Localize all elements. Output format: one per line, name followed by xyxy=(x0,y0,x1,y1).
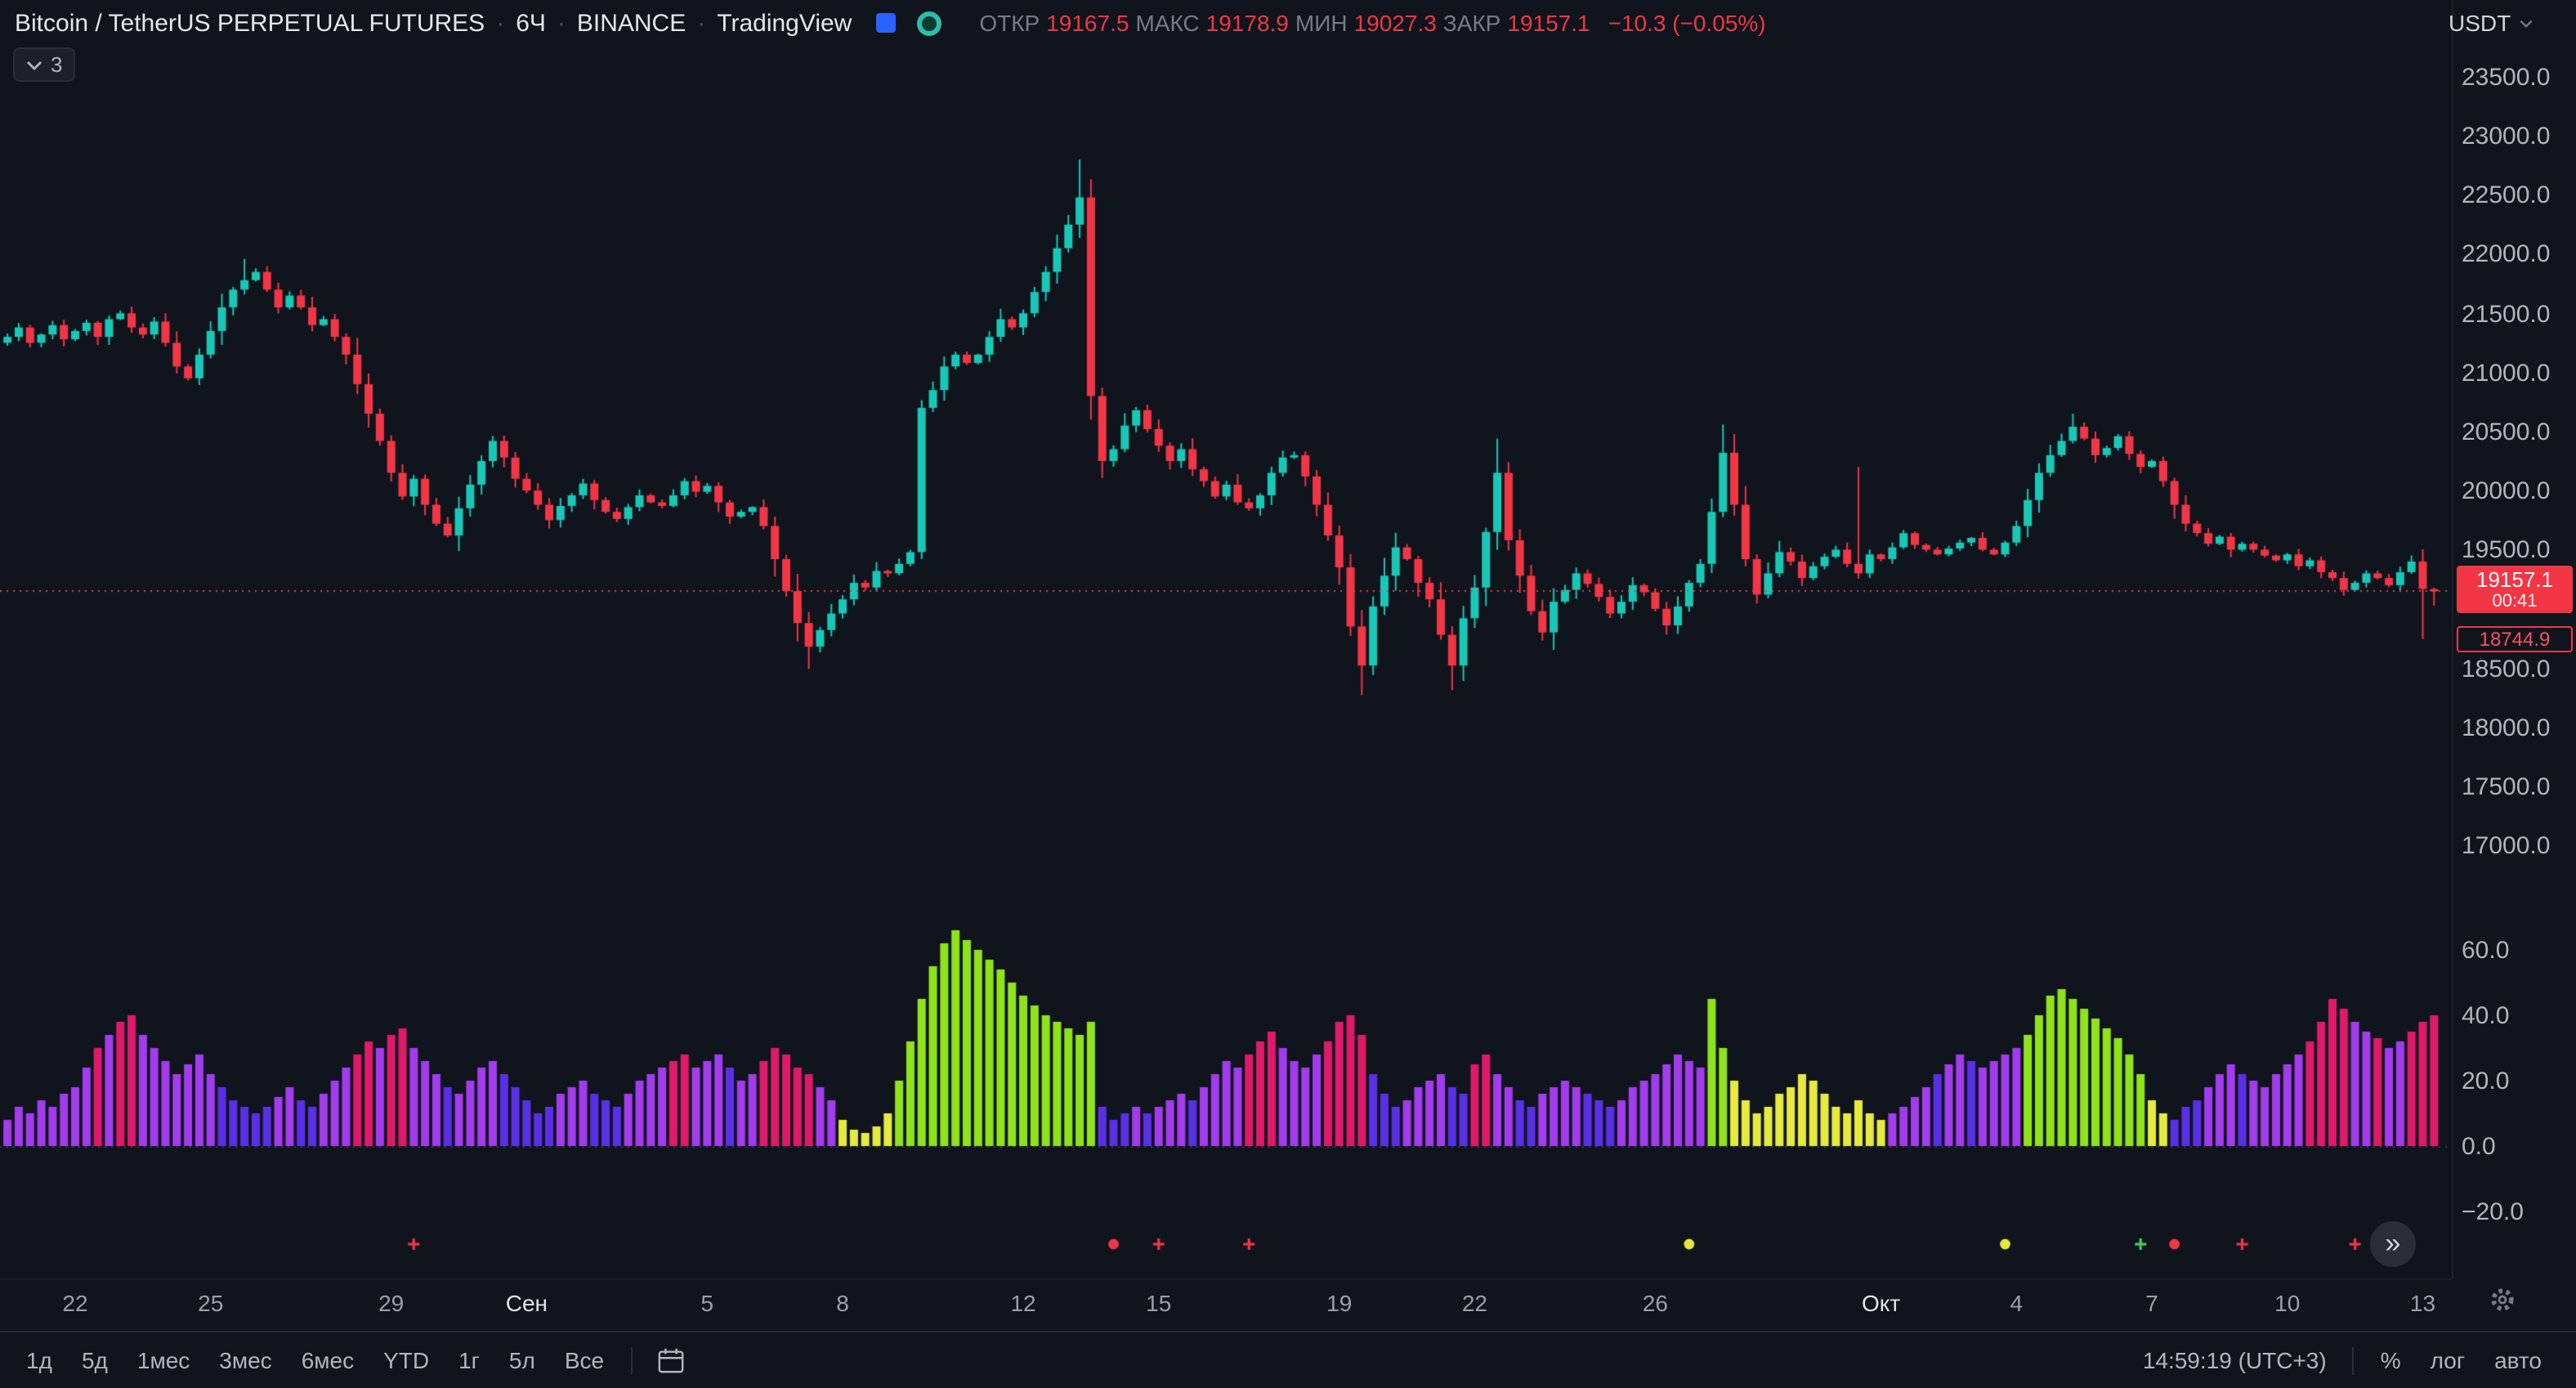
hist-tick-label: 40.0 xyxy=(2462,1002,2510,1030)
calendar-icon xyxy=(657,1347,683,1372)
toolbar-divider xyxy=(630,1346,633,1374)
time-tick-label: 15 xyxy=(1146,1290,1172,1316)
time-tick-label: 5 xyxy=(700,1290,714,1316)
chart-legend: Bitcoin / TetherUS PERPETUAL FUTURES · 6… xyxy=(0,0,2445,46)
range-6m[interactable]: 6мес xyxy=(301,1347,355,1373)
price-tick-label: 17500.0 xyxy=(2462,772,2551,801)
symbol-title[interactable]: Bitcoin / TetherUS PERPETUAL FUTURES xyxy=(15,9,485,37)
interval-label[interactable]: 6Ч xyxy=(516,9,546,37)
legend-separator: · xyxy=(557,9,566,37)
open-label: ОТКР xyxy=(979,10,1040,36)
chevron-down-icon xyxy=(27,60,42,69)
indicators-collapsed-pill[interactable]: 3 xyxy=(13,47,76,82)
change-value: −10.3 (−0.05%) xyxy=(1608,10,1766,36)
range-buttons: 1д 5д 1мес 3мес 6мес YTD 1г 5л Все xyxy=(0,1346,697,1374)
legend-separator: · xyxy=(697,9,706,37)
price-tick-label: 19500.0 xyxy=(2462,536,2551,565)
range-all[interactable]: Все xyxy=(564,1347,605,1373)
time-tick-label: 7 xyxy=(2145,1290,2158,1316)
time-tick-label: Окт xyxy=(1862,1290,1901,1316)
market-status-icon xyxy=(917,11,942,35)
time-tick-label: 10 xyxy=(2274,1290,2301,1316)
bar-countdown: 00:41 xyxy=(2492,592,2538,612)
time-axis[interactable]: 22 25 29 Сен 5 8 12 15 19 22 26 Окт 4 7 10 13 xyxy=(0,1278,2452,1334)
time-tick-label: 4 xyxy=(2010,1290,2024,1316)
time-tick-label: 8 xyxy=(836,1290,849,1316)
time-tick-label: 19 xyxy=(1326,1290,1353,1316)
last-price-label: 19157.1 00:41 xyxy=(2457,566,2573,614)
price-tick-label: 21500.0 xyxy=(2462,300,2551,329)
close-value: 19157.1 xyxy=(1507,10,1590,36)
price-chart-canvas[interactable] xyxy=(0,0,2452,1341)
toolbar-divider xyxy=(2352,1346,2355,1374)
hist-tick-label: −20.0 xyxy=(2462,1198,2524,1226)
currency-unit-menu[interactable]: USDT xyxy=(2435,0,2576,46)
time-tick-label: 25 xyxy=(198,1290,224,1316)
gear-icon xyxy=(2491,1288,2514,1311)
range-1m[interactable]: 1мес xyxy=(136,1347,190,1373)
price-axis[interactable]: 19157.1 00:41 18744.9 23500.0 23000.0 2250… xyxy=(2452,0,2576,1278)
time-tick-label: 26 xyxy=(1642,1290,1668,1316)
range-5y[interactable]: 5л xyxy=(508,1347,535,1373)
hist-tick-label: 0.0 xyxy=(2462,1133,2496,1161)
close-label: ЗАКР xyxy=(1442,10,1501,36)
price-tick-label: 22000.0 xyxy=(2462,240,2551,269)
time-tick-label: 22 xyxy=(62,1290,88,1316)
log-scale-button[interactable]: лог xyxy=(2430,1347,2466,1373)
price-tick-label: 20500.0 xyxy=(2462,418,2551,446)
high-label: МАКС xyxy=(1135,10,1200,36)
alert-price-label[interactable]: 18744.9 xyxy=(2457,625,2573,652)
last-price-value: 19157.1 xyxy=(2476,567,2553,593)
time-tick-label: 29 xyxy=(378,1290,405,1316)
indicators-count: 3 xyxy=(51,52,63,77)
price-tick-label: 17000.0 xyxy=(2462,832,2551,860)
go-to-date-button[interactable] xyxy=(643,1346,697,1374)
brand-label: TradingView xyxy=(717,9,852,37)
price-tick-label: 18500.0 xyxy=(2462,655,2551,683)
time-tick-label: 13 xyxy=(2409,1290,2436,1316)
price-tick-label: 21000.0 xyxy=(2462,359,2551,387)
chevron-down-icon xyxy=(2520,19,2533,27)
range-5d[interactable]: 5д xyxy=(81,1347,108,1373)
ohlc-values: ОТКР 19167.5 МАКС 19178.9 МИН 19027.3 ЗА… xyxy=(979,10,1765,36)
range-1d[interactable]: 1д xyxy=(26,1347,52,1373)
exchange-label: BINANCE xyxy=(576,9,686,37)
double-chevron-right-icon: » xyxy=(2385,1228,2401,1259)
hist-tick-label: 20.0 xyxy=(2462,1068,2510,1095)
flag-icon[interactable] xyxy=(876,13,897,33)
bottom-toolbar: 1д 5д 1мес 3мес 6мес YTD 1г 5л Все 14:59… xyxy=(0,1331,2576,1388)
price-tick-label: 23500.0 xyxy=(2462,64,2551,92)
time-tick-label: Сен xyxy=(505,1290,548,1316)
range-1y[interactable]: 1г xyxy=(458,1347,480,1373)
toolbar-right: 14:59:19 (UTC+3) % лог авто xyxy=(2128,1346,2576,1374)
time-tick-label: 12 xyxy=(1010,1290,1036,1316)
time-tick-label: 22 xyxy=(1461,1290,1488,1316)
price-tick-label: 23000.0 xyxy=(2462,123,2551,151)
low-value: 19027.3 xyxy=(1353,10,1437,36)
price-tick-label: 18000.0 xyxy=(2462,714,2551,742)
range-ytd[interactable]: YTD xyxy=(383,1347,430,1373)
range-3m[interactable]: 3мес xyxy=(219,1347,272,1373)
chart-settings-gear-icon[interactable] xyxy=(2486,1283,2519,1316)
price-tick-label: 22500.0 xyxy=(2462,181,2551,210)
high-value: 19178.9 xyxy=(1205,10,1289,36)
open-value: 19167.5 xyxy=(1046,10,1129,36)
price-tick-label: 20000.0 xyxy=(2462,477,2551,506)
clock-display[interactable]: 14:59:19 (UTC+3) xyxy=(2142,1347,2327,1373)
currency-label: USDT xyxy=(2449,10,2511,36)
auto-scale-button[interactable]: авто xyxy=(2494,1347,2542,1373)
scroll-to-realtime-button[interactable]: » xyxy=(2370,1221,2416,1267)
hist-tick-label: 60.0 xyxy=(2462,937,2510,965)
legend-separator: · xyxy=(496,9,505,37)
low-label: МИН xyxy=(1295,10,1348,36)
percent-scale-button[interactable]: % xyxy=(2380,1347,2401,1373)
